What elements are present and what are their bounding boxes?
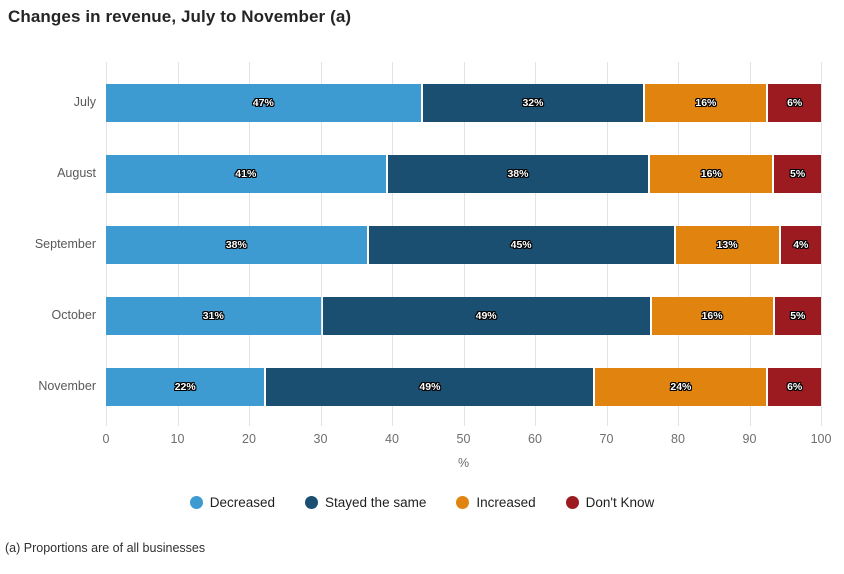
legend-label: Don't Know xyxy=(585,495,655,510)
bar-segment: 13% xyxy=(675,226,779,264)
bar-segment: 5% xyxy=(774,155,821,193)
bar-segment: 22% xyxy=(106,368,265,406)
legend-item: Stayed the same xyxy=(305,495,426,510)
bar-segment: 4% xyxy=(780,226,821,264)
bar-segment: 38% xyxy=(106,226,367,264)
bar-value-label: 32% xyxy=(522,97,544,109)
bar-segment: 38% xyxy=(387,155,649,193)
x-tick-label: 10 xyxy=(170,432,185,446)
legend-marker-icon xyxy=(456,496,470,509)
bar-value-label: 38% xyxy=(225,239,247,251)
bar-value-label: 31% xyxy=(202,310,224,322)
bar-value-label: 41% xyxy=(235,168,257,180)
bar-value-label: 16% xyxy=(701,310,723,322)
x-tick-label: 0 xyxy=(102,432,110,446)
chart-title: Changes in revenue, July to November (a) xyxy=(8,7,352,26)
bar-row: 38% 45% 13% 4% xyxy=(106,226,821,264)
category-label: August xyxy=(57,166,96,180)
bar-value-label: 6% xyxy=(787,381,803,393)
bar-row: 47% 32% 16% 6% xyxy=(106,84,821,122)
bar-segment: 49% xyxy=(266,368,594,406)
x-tick-label: 70 xyxy=(599,432,614,446)
bar-segment: 16% xyxy=(645,84,767,122)
x-axis-label: % xyxy=(457,456,470,470)
legend-item: Don't Know xyxy=(565,495,655,510)
bar-value-label: 47% xyxy=(252,97,274,109)
bar-value-label: 38% xyxy=(507,168,529,180)
legend: Decreased Stayed the same Increased Don't K… xyxy=(0,495,844,510)
bar-segment: 5% xyxy=(774,297,821,335)
bar-segment: 32% xyxy=(422,84,644,122)
category-label: October xyxy=(51,308,96,322)
bar-segment: 6% xyxy=(768,368,821,406)
x-tick-label: 60 xyxy=(528,432,542,446)
bar-value-label: 5% xyxy=(790,168,806,180)
bar-value-label: 16% xyxy=(700,168,722,180)
legend-label: Decreased xyxy=(209,495,276,510)
legend-item: Increased xyxy=(456,495,536,510)
bar-value-label: 22% xyxy=(174,381,196,393)
x-tick-label: 50 xyxy=(456,432,471,446)
bar-value-label: 24% xyxy=(670,381,692,393)
bar-value-label: 49% xyxy=(419,381,441,393)
legend-label: Increased xyxy=(476,495,536,510)
legend-label: Stayed the same xyxy=(325,495,427,510)
legend-marker-icon xyxy=(189,496,203,509)
bar-segment: 47% xyxy=(106,84,421,122)
bar-value-label: 5% xyxy=(790,310,806,322)
x-tick-label: 20 xyxy=(242,432,256,446)
bar-segment: 45% xyxy=(368,226,674,264)
bar-row: 22% 49% 24% 6% xyxy=(106,368,821,406)
bar-value-label: 4% xyxy=(793,239,809,251)
x-tick-label: 40 xyxy=(385,432,399,446)
bar-value-label: 13% xyxy=(716,239,738,251)
x-tick-label: 30 xyxy=(313,432,328,446)
bar-segment: 24% xyxy=(595,368,767,406)
category-label: November xyxy=(38,379,96,393)
x-tick-label: 100 xyxy=(810,432,832,446)
bar-value-label: 49% xyxy=(475,310,497,322)
x-tick-label: 80 xyxy=(671,432,685,446)
legend-item: Decreased xyxy=(189,495,276,510)
footnote: (a) Proportions are of all businesses xyxy=(5,541,206,555)
bar-value-label: 16% xyxy=(695,97,717,109)
bar-segment: 41% xyxy=(106,155,386,193)
x-tick-label: 90 xyxy=(742,432,757,446)
bar-value-label: 45% xyxy=(510,239,532,251)
bar-segment: 6% xyxy=(768,84,821,122)
bar-row: 41% 38% 16% 5% xyxy=(106,155,821,193)
bar-segment: 16% xyxy=(651,297,773,335)
category-label: September xyxy=(34,237,96,251)
bar-row: 31% 49% 16% 5% xyxy=(106,297,821,335)
category-label: July xyxy=(73,95,96,109)
bar-segment: 49% xyxy=(322,297,650,335)
plot-area: 47% 32% 16% 6% 41% 38% 16% 5% 38% 45% 13% 4% 31% 49% 1… xyxy=(106,62,822,426)
gridline xyxy=(821,62,822,426)
bar-segment: 31% xyxy=(106,297,321,335)
legend-marker-icon xyxy=(565,496,579,509)
legend-marker-icon xyxy=(305,496,319,509)
bar-segment: 16% xyxy=(650,155,773,193)
bar-value-label: 6% xyxy=(787,97,803,109)
